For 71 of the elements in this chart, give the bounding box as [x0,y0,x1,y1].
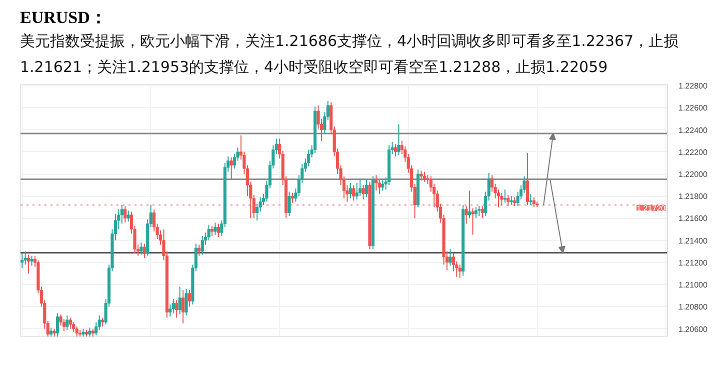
candlestick [378,178,381,194]
y-tick-label: 1.21800 [678,192,708,202]
candlestick [458,264,462,278]
candlestick [506,194,510,207]
y-tick-label: 1.22400 [678,126,708,135]
candlestick [126,210,130,222]
ref-line-label: 1.21720 [636,204,666,213]
chart-subtitle: 美元指数受提振，欧元小幅下滑，关注1.21686支撑位，4小时回调收多即可看多至1.22367，止损1.21621；关注1.21953的支撑位，4小时受阻收空即可看空至1.21288，止损1.22059 [20,31,680,78]
candlestick [358,179,362,197]
candlestick [471,208,474,236]
y-tick-label: 1.22200 [678,148,708,157]
candlestick [381,179,384,192]
y-tick-label: 1.20800 [678,302,708,312]
candlestick [72,322,76,333]
candlestick [500,192,504,206]
candlestick [207,224,210,241]
candlestick [448,248,452,266]
candlestick [532,196,536,208]
candlestick [124,206,127,224]
candlestick [364,179,368,198]
candlestick [230,156,233,180]
candlestick [355,182,358,200]
y-tick-label: 1.22000 [678,170,708,180]
candlestick [422,171,426,182]
y-tick-label: 1.21400 [678,236,708,246]
candlestick [290,192,294,204]
y-tick-label: 1.21600 [678,214,708,224]
candlestick [30,255,34,266]
candlestick [394,144,398,157]
y-tick-label: 1.21000 [678,280,708,290]
candlestick [526,152,530,206]
y-tick-label: 1.21200 [678,258,708,268]
y-tick-label: 1.20600 [678,324,708,334]
candlestick [362,184,365,200]
candlestick [24,250,27,266]
candlestick [142,243,146,259]
candlestick [420,170,423,182]
candlestick [172,298,175,314]
candlestick [288,191,291,217]
candlestick [62,318,66,332]
candlestick [374,174,378,192]
candlestick [210,225,214,236]
candlestick [214,222,217,236]
candlestick [348,182,352,199]
candlestick [75,326,78,336]
candlestick [478,206,481,217]
candlestick [20,253,24,268]
candlestick [182,290,185,324]
candlestick [468,190,472,219]
candlestick [397,124,400,156]
candlestick [175,300,178,318]
candlestick [352,184,356,202]
candlestick [474,206,478,219]
candlestick [140,242,143,256]
candlestick [216,223,220,238]
candlestick [184,288,188,316]
candlestick [200,235,204,256]
candlestick [56,312,60,336]
candlestick [198,244,201,256]
candlestick [464,206,468,224]
candlestick [68,317,72,330]
candlestick [178,286,182,315]
candlestick [480,206,484,219]
y-tick-label: 1.22600 [678,104,708,113]
candlestick [503,189,506,204]
y-tick-label: 1.22800 [678,82,708,91]
candlestick [529,193,532,206]
candlestick [188,290,192,308]
candlestick [66,315,69,330]
chart-title: EURUSD： [20,7,107,29]
candlestick [27,254,30,274]
